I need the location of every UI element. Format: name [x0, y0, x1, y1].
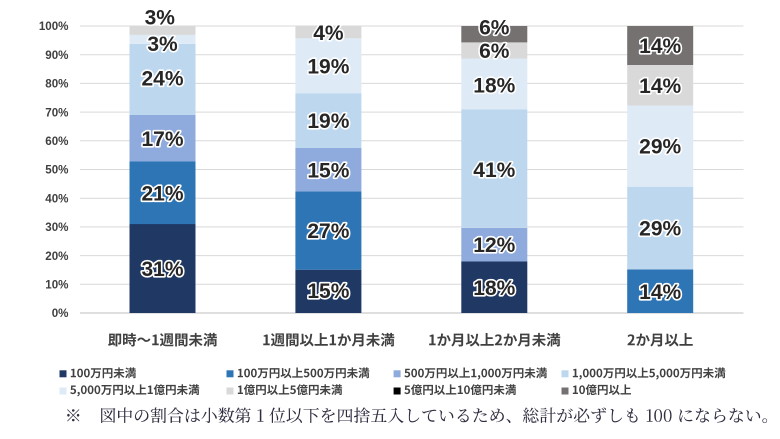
- svg-text:41%: 41%: [473, 159, 515, 182]
- svg-text:19%: 19%: [307, 55, 349, 78]
- svg-text:15%: 15%: [307, 280, 349, 303]
- svg-text:24%: 24%: [141, 67, 183, 90]
- svg-text:31%: 31%: [141, 258, 183, 281]
- svg-text:14%: 14%: [639, 35, 681, 58]
- svg-text:6%: 6%: [479, 17, 510, 40]
- svg-text:29%: 29%: [639, 218, 681, 241]
- svg-text:40%: 40%: [45, 192, 68, 205]
- svg-text:6%: 6%: [479, 40, 510, 63]
- svg-text:100%: 100%: [39, 20, 69, 33]
- svg-text:90%: 90%: [45, 49, 68, 62]
- svg-text:0%: 0%: [52, 307, 69, 320]
- svg-text:60%: 60%: [45, 135, 68, 148]
- svg-text:80%: 80%: [45, 78, 68, 91]
- svg-text:70%: 70%: [45, 106, 68, 119]
- svg-text:18%: 18%: [473, 277, 515, 300]
- svg-text:27%: 27%: [307, 220, 349, 243]
- svg-text:10%: 10%: [45, 279, 68, 292]
- svg-text:29%: 29%: [639, 136, 681, 159]
- svg-text:3%: 3%: [147, 33, 178, 56]
- svg-text:3%: 3%: [145, 6, 176, 29]
- svg-text:4%: 4%: [313, 22, 344, 45]
- svg-text:19%: 19%: [307, 110, 349, 133]
- svg-text:12%: 12%: [473, 234, 515, 257]
- svg-text:14%: 14%: [639, 281, 681, 304]
- svg-text:14%: 14%: [639, 75, 681, 98]
- svg-text:15%: 15%: [307, 159, 349, 182]
- svg-text:21%: 21%: [141, 182, 183, 205]
- svg-text:17%: 17%: [141, 128, 183, 151]
- svg-text:20%: 20%: [45, 250, 68, 263]
- svg-text:30%: 30%: [45, 221, 68, 234]
- svg-text:50%: 50%: [45, 164, 68, 177]
- svg-text:18%: 18%: [473, 75, 515, 98]
